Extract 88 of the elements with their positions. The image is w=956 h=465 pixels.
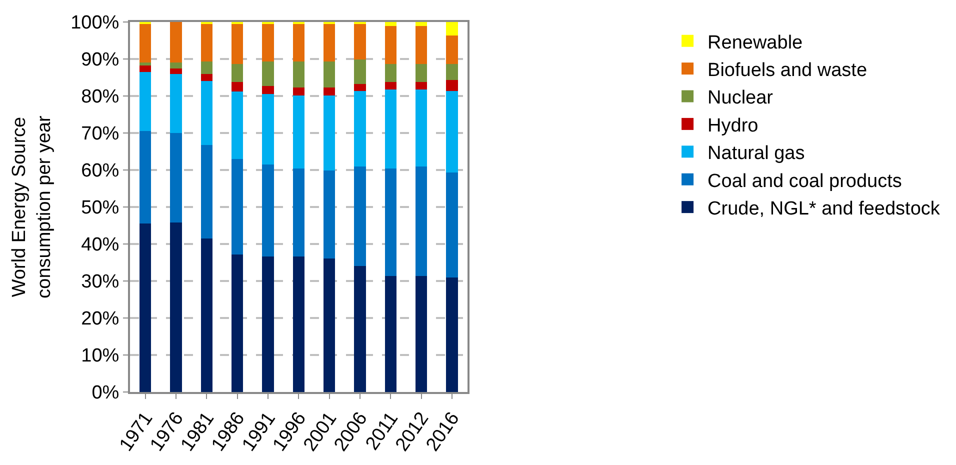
bar [354, 23, 366, 60]
bar [415, 89, 428, 166]
bar [231, 158, 244, 254]
bar [292, 168, 304, 257]
bar [231, 92, 244, 159]
bar [323, 87, 336, 96]
bar [140, 62, 152, 66]
bar [292, 23, 304, 62]
legend-label: Hydro [708, 115, 758, 136]
bar [323, 258, 336, 392]
bar [354, 91, 366, 166]
bar [170, 62, 182, 68]
bar [262, 62, 274, 86]
y-tick-label: 80% [81, 86, 120, 108]
bar [200, 62, 212, 74]
bar [231, 23, 244, 64]
bar [140, 23, 152, 63]
bar [354, 266, 366, 392]
bar [292, 256, 304, 392]
bar [170, 68, 182, 74]
bar [231, 254, 244, 392]
bar [323, 62, 336, 88]
bar [384, 276, 396, 392]
y-tick-label: 70% [81, 124, 120, 145]
bar [200, 238, 212, 392]
bar [415, 26, 428, 64]
bar [323, 170, 336, 258]
bar [354, 60, 366, 84]
bar [140, 131, 152, 224]
bar [415, 276, 428, 392]
bar [446, 172, 458, 278]
bar [200, 23, 212, 62]
bar [170, 222, 182, 392]
bar [384, 64, 396, 82]
bar [446, 91, 458, 173]
y-axis-title: World Energy Source consumption per year [9, 114, 55, 298]
bar [446, 22, 458, 36]
y-tick-label: 50% [81, 198, 120, 219]
bar [200, 81, 212, 145]
bar [200, 74, 212, 82]
bar [384, 22, 396, 26]
bar [384, 168, 396, 276]
bar [262, 94, 274, 164]
bar [292, 95, 304, 169]
bar [415, 64, 428, 82]
bar [140, 224, 152, 392]
y-tick-label: 0% [92, 382, 120, 404]
bar [231, 82, 244, 92]
bar [446, 278, 458, 392]
y-tick-label: 20% [81, 308, 120, 330]
bar [384, 89, 396, 169]
bar [170, 74, 182, 133]
bar [170, 22, 182, 63]
bar [446, 80, 458, 92]
bar [170, 133, 182, 223]
legend-label: Crude, NGL* and feedstock [708, 198, 940, 220]
y-tick-label: 90% [81, 50, 120, 71]
y-tick-label: 40% [81, 234, 120, 256]
y-tick-label: 10% [81, 346, 120, 367]
bar [415, 82, 428, 90]
bar [354, 84, 366, 92]
y-tick-label: 100% [70, 12, 120, 34]
bar [292, 87, 304, 96]
bar [292, 62, 304, 88]
bar [323, 95, 336, 171]
legend-label: Renewable [708, 32, 803, 54]
bar [140, 72, 152, 132]
bar [231, 64, 244, 82]
legend-label: Coal and coal products [708, 170, 902, 192]
y-tick-label: 60% [81, 160, 120, 182]
bar [446, 36, 458, 64]
bar [384, 82, 396, 90]
bar [446, 64, 458, 80]
y-tick-label: 30% [81, 272, 120, 293]
bar [262, 164, 274, 257]
bar [200, 144, 212, 238]
legend-label: Biofuels and waste [708, 60, 868, 81]
bar [140, 65, 152, 72]
bar [262, 256, 274, 392]
bar [384, 26, 396, 64]
legend-label: Nuclear [708, 88, 774, 109]
bar [262, 86, 274, 94]
bar [262, 23, 274, 62]
legend-label: Natural gas [708, 143, 805, 164]
bar [415, 166, 428, 276]
bar [323, 23, 336, 62]
bar [354, 166, 366, 266]
bar [415, 22, 428, 26]
